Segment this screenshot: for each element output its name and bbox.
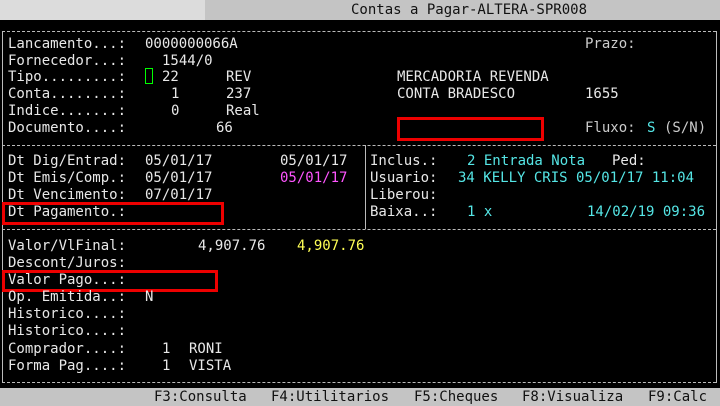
f5-cheques-key[interactable]: F5:Cheques — [414, 389, 499, 405]
comprador-label: Comprador....: — [8, 341, 127, 357]
forma-name: VISTA — [189, 358, 232, 374]
inclus-value: 2 Entrada Nota — [467, 153, 586, 169]
lancamento-field[interactable]: 0000000066A — [145, 36, 238, 52]
usuario-label: Usuario: — [370, 170, 438, 186]
forma-label: Forma Pag....: — [8, 358, 127, 374]
divider — [2, 382, 716, 383]
divider — [365, 145, 366, 229]
descont-label: Descont/Juros: — [8, 255, 127, 271]
comprador-name: RONI — [189, 341, 223, 357]
dig-date-1[interactable]: 05/01/17 — [145, 153, 213, 169]
function-key-bar: F3:Consulta F4:Utilitarios F5:Cheques F8… — [0, 388, 720, 406]
tipo-desc: MERCADORIA REVENDA — [397, 69, 549, 85]
divider — [2, 145, 716, 146]
baixa-label: Baixa..: — [370, 204, 438, 220]
indice-desc: Real — [226, 103, 260, 119]
emis-label: Dt Emis/Comp.: — [8, 170, 127, 186]
window-title: Contas a Pagar-ALTERA-SPR008 — [351, 2, 588, 18]
indice-code[interactable]: 0 — [171, 103, 180, 119]
dig-date-2[interactable]: 05/01/17 — [280, 153, 348, 169]
fluxo-hint: (S/N) — [664, 120, 707, 136]
valor-final: 4,907.76 — [297, 238, 365, 254]
f4-utilitarios-key[interactable]: F4:Utilitarios — [271, 389, 390, 405]
emis-date-2[interactable]: 05/01/17 — [280, 170, 348, 186]
op-field[interactable]: N — [145, 289, 154, 305]
conta-desc: CONTA BRADESCO — [397, 86, 516, 102]
pagamento-label: Dt Pagamento.: — [8, 204, 127, 220]
baixa-value: 1 x — [467, 204, 493, 220]
fluxo-field[interactable]: S — [647, 120, 656, 136]
highlight-box — [2, 270, 218, 292]
ped-label: Ped: — [612, 153, 646, 169]
lancamento-label: Lancamento...: — [8, 36, 127, 52]
historico-1-label: Historico....: — [8, 306, 127, 322]
documento-label: Documento....: — [8, 120, 127, 136]
valor-label: Valor/VlFinal: — [8, 238, 127, 254]
tipo-abbr: REV — [226, 69, 252, 85]
title-bar: Contas a Pagar-ALTERA-SPR008 — [0, 0, 720, 20]
conta-num: 1655 — [585, 86, 619, 102]
inclus-label: Inclus.: — [370, 153, 438, 169]
fornecedor-label: Fornecedor...: — [8, 53, 127, 69]
f9-calc-key[interactable]: F9:Calc — [648, 389, 708, 405]
divider — [716, 31, 717, 383]
prazo-label: Prazo: — [585, 36, 636, 52]
conta-label: Conta........: — [8, 86, 127, 102]
text-cursor — [145, 68, 153, 84]
indice-label: Indice.......: — [8, 103, 127, 119]
tipo-label: Tipo.........: — [8, 69, 127, 85]
f8-visualiza-key[interactable]: F8:Visualiza — [522, 389, 624, 405]
documento-field[interactable]: 66 — [216, 120, 233, 136]
comprador-code[interactable]: 1 — [162, 341, 171, 357]
valor-pago-label: Valor Pago...: — [8, 272, 127, 288]
conta-bank: 237 — [226, 86, 252, 102]
divider — [2, 229, 716, 230]
venc-label: Dt Vencimento: — [8, 187, 127, 203]
conta-code[interactable]: 1 — [171, 86, 180, 102]
highlight-box — [2, 202, 224, 225]
venc-date[interactable]: 07/01/17 — [145, 187, 213, 203]
usuario-value: 34 KELLY CRIS 05/01/17 11:04 — [458, 170, 695, 186]
highlight-box — [397, 117, 544, 141]
divider — [2, 31, 716, 32]
op-label: Op. Emitida..: — [8, 289, 127, 305]
dig-label: Dt Dig/Entrad: — [8, 153, 127, 169]
tipo-code[interactable]: 22 — [162, 69, 179, 85]
emis-date-1[interactable]: 05/01/17 — [145, 170, 213, 186]
historico-2-label: Historico....: — [8, 323, 127, 339]
forma-code[interactable]: 1 — [162, 358, 171, 374]
f3-consulta-key[interactable]: F3:Consulta — [154, 389, 247, 405]
fornecedor-field[interactable]: 1544/0 — [162, 53, 213, 69]
fluxo-label: Fluxo: — [585, 120, 636, 136]
baixa-datetime: 14/02/19 09:36 — [587, 204, 706, 220]
liberou-label: Liberou: — [370, 187, 438, 203]
valor-field[interactable]: 4,907.76 — [198, 238, 266, 254]
